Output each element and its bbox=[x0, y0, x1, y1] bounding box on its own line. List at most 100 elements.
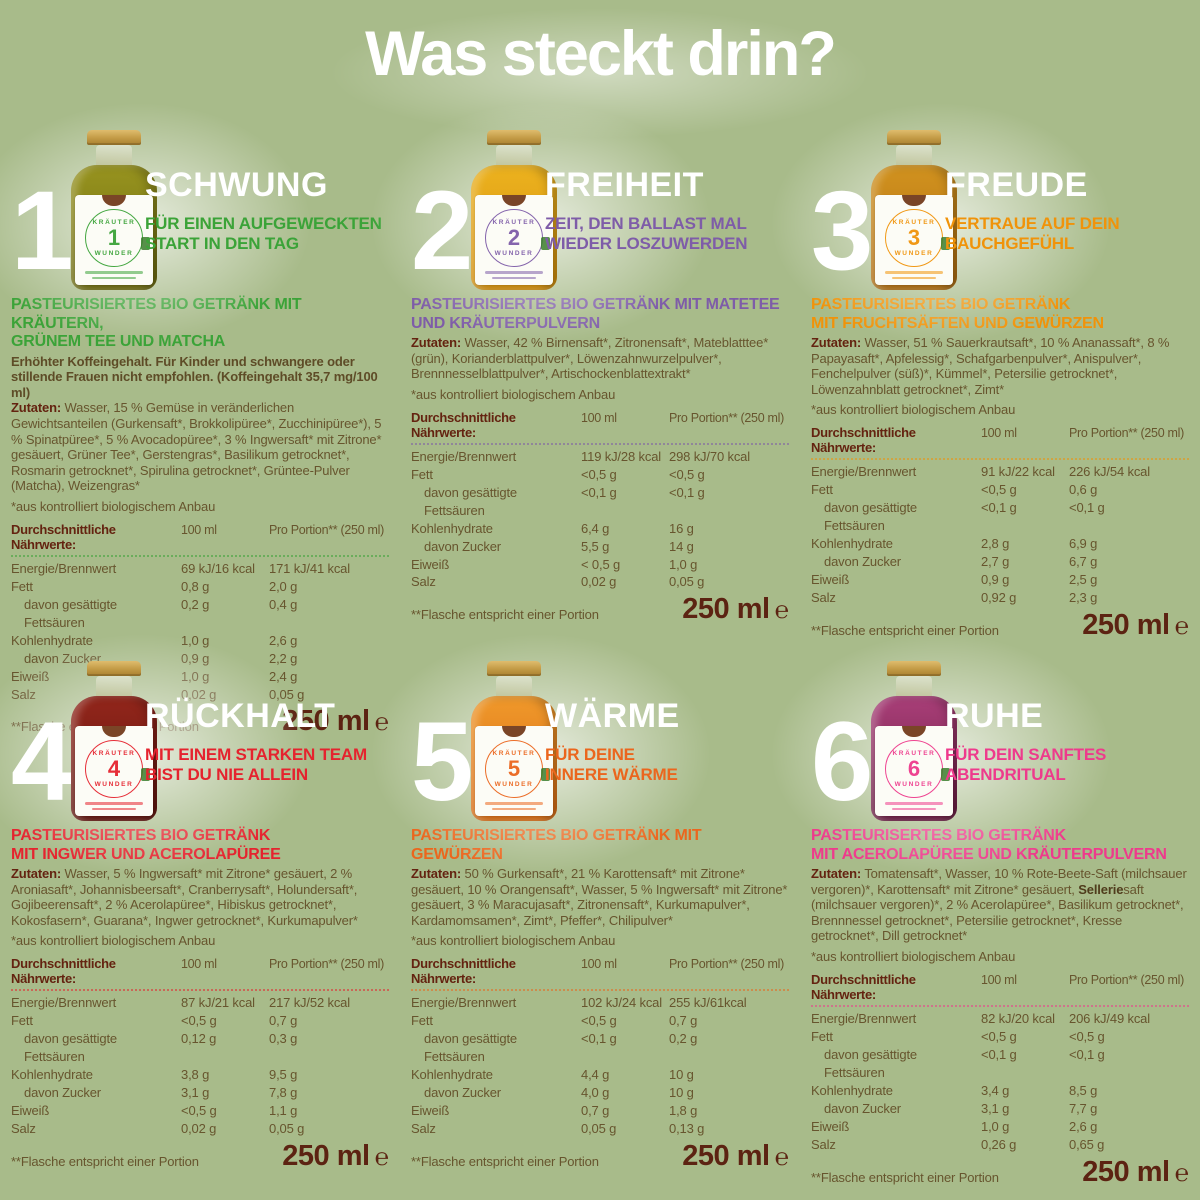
label-badge: KRÄUTER 5 WUNDER bbox=[485, 740, 543, 798]
nutrition-row: Eiweiß 0,7 g 1,8 g bbox=[411, 1102, 789, 1120]
nutrient-label: Eiweiß bbox=[411, 556, 450, 572]
volume-text: 250 ml bbox=[682, 593, 770, 626]
col-header-100ml: 100 ml bbox=[181, 957, 217, 972]
portion-footnote: **Flasche entspricht einer Portion bbox=[411, 607, 599, 623]
nutrient-label: Kohlenhydrate bbox=[411, 1067, 493, 1083]
value-portion: 10 g bbox=[669, 1067, 694, 1083]
ingredients-paragraph: Zutaten: Wasser, 5 % Ingwersaft* mit Zit… bbox=[11, 866, 389, 928]
bottle-image: KRÄUTER 3 WUNDER bbox=[869, 130, 959, 290]
nutrition-table-header: Durchschnittliche Nährwerte: 100 ml Pro … bbox=[411, 956, 789, 986]
value-portion: 217 kJ/52 kcal bbox=[269, 995, 351, 1011]
brand-arc-icon bbox=[902, 195, 926, 206]
product-description-header: PASTEURISIERTES BIO GETRÄNK MIT GEWÜRZEN bbox=[411, 827, 702, 863]
bottle-cap-icon bbox=[887, 661, 941, 676]
label-smallprint-line bbox=[92, 276, 136, 279]
badge-ring-top-label: KRÄUTER bbox=[92, 218, 136, 226]
nutrient-label: Fett bbox=[811, 1029, 833, 1044]
label-smallprint-line bbox=[85, 802, 143, 805]
label-badge: KRÄUTER 6 WUNDER bbox=[885, 740, 943, 798]
label-smallprint-line bbox=[492, 807, 536, 810]
nutrition-row: Fett <0,5 g <0,5 g bbox=[811, 1028, 1189, 1046]
nutrient-label: davon gesättigte Fettsäuren bbox=[24, 1031, 118, 1065]
bottle-image: KRÄUTER 6 WUNDER bbox=[869, 661, 959, 821]
bio-logo-icon bbox=[541, 768, 550, 781]
bottle-body: KRÄUTER 3 WUNDER bbox=[871, 165, 957, 290]
product-title-block: SCHWUNG FÜR EINEN AUFGEWECKTEN START IN … bbox=[145, 168, 389, 254]
value-100ml: 0,26 g bbox=[981, 1136, 1017, 1152]
nutrient-label: Eiweiß bbox=[411, 1103, 450, 1119]
value-portion: 0,13 g bbox=[669, 1121, 705, 1137]
value-100ml: 91 kJ/22 kcal bbox=[981, 464, 1055, 480]
nutrition-header-label: Durchschnittliche Nährwerte: bbox=[11, 521, 116, 552]
nutrition-header-label: Durchschnittliche Nährwerte: bbox=[811, 972, 916, 1003]
bio-logo-icon bbox=[541, 237, 550, 250]
nutrient-label: Salz bbox=[811, 590, 836, 606]
brand-arc-icon bbox=[902, 726, 926, 737]
value-100ml: 87 kJ/21 kcal bbox=[181, 995, 255, 1011]
bottle-body: KRÄUTER 2 WUNDER bbox=[471, 165, 557, 290]
product-subtitle: FÜR DEIN SANFTES ABENDRITUAL bbox=[945, 745, 1107, 785]
value-100ml: <0,5 g bbox=[181, 1013, 217, 1029]
ingredients-text: Wasser, 15 % Gemüse in veränderlichen Ge… bbox=[11, 400, 382, 494]
bottle-label: KRÄUTER 6 WUNDER bbox=[875, 726, 953, 816]
value-100ml: 3,1 g bbox=[181, 1085, 210, 1101]
value-portion: 0,05 g bbox=[269, 1121, 305, 1137]
product-subtitle: MIT EINEM STARKEN TEAM BIST DU NIE ALLEI… bbox=[145, 745, 367, 785]
value-100ml: <0,5 g bbox=[581, 1013, 617, 1029]
badge-number: 4 bbox=[107, 756, 121, 781]
nutrient-label: Fett bbox=[811, 482, 833, 498]
nutrient-label: Energie/Brennwert bbox=[411, 448, 517, 464]
nutrition-table: Durchschnittliche Nährwerte: 100 ml Pro … bbox=[411, 956, 789, 1173]
page-title: Was steckt drin? bbox=[365, 19, 837, 89]
label-smallprint-line bbox=[485, 802, 543, 805]
nutrition-table-body: Energie/Brennwert 119 kJ/28 kcal 298 kJ/70… bbox=[411, 448, 789, 592]
label-smallprint-line bbox=[85, 271, 143, 274]
page-header: Was steckt drin? bbox=[0, 8, 1200, 138]
value-portion: 16 g bbox=[669, 520, 694, 536]
nutrition-row: Salz 0,05 g 0,13 g bbox=[411, 1120, 789, 1138]
label-smallprint-line bbox=[892, 276, 936, 279]
volume: 250 ml ℮ bbox=[282, 1140, 389, 1173]
product-subtitle: ZEIT, DEN BALLAST MAL WIEDER LOSZUWERDEN bbox=[545, 214, 748, 254]
bottle-cap-icon bbox=[487, 661, 541, 676]
value-portion: 2,5 g bbox=[1069, 572, 1098, 588]
bio-logo-icon bbox=[941, 768, 950, 781]
nutrition-row: Kohlenhydrate 3,4 g 8,5 g bbox=[811, 1082, 1189, 1100]
product-title-block: FREUDE VERTRAUE AUF DEIN BAUCHGEFÜHL bbox=[945, 168, 1189, 254]
product-number: 1 bbox=[11, 168, 74, 293]
badge-ring-bottom-label: WUNDER bbox=[494, 250, 534, 257]
bottle-cap-icon bbox=[87, 661, 141, 676]
product-title: WÄRME bbox=[545, 697, 680, 735]
product-hero: 1 KRÄUTER 1 WUNDER bbox=[0, 103, 389, 343]
nutrition-row: Eiweiß <0,5 g 1,1 g bbox=[11, 1102, 389, 1120]
bottle-image: KRÄUTER 1 WUNDER bbox=[69, 130, 159, 290]
value-100ml: 3,1 g bbox=[981, 1100, 1010, 1116]
bottle-neck bbox=[496, 145, 532, 165]
nutrition-row: davon Zucker 3,1 g 7,7 g bbox=[811, 1100, 1189, 1118]
nutrition-row: Kohlenhydrate 1,0 g 2,6 g bbox=[11, 632, 389, 650]
nutrient-label: Salz bbox=[11, 1121, 36, 1137]
value-portion: 255 kJ/61kcal bbox=[669, 995, 747, 1011]
product-card: 6 KRÄUTER 6 WUNDER bbox=[771, 634, 1189, 1190]
nutrient-label: Energie/Brennwert bbox=[411, 995, 517, 1011]
product-title: RÜCKHALT bbox=[145, 697, 336, 735]
value-100ml: 5,5 g bbox=[581, 538, 610, 554]
nutrient-label: davon Zucker bbox=[424, 1085, 501, 1101]
value-100ml: 0,7 g bbox=[581, 1103, 610, 1119]
value-100ml: 0,12 g bbox=[181, 1031, 217, 1047]
nutrition-table-body: Energie/Brennwert 102 kJ/24 kcal 255 kJ/61… bbox=[411, 994, 789, 1138]
nutrition-table-footer: **Flasche entspricht einer Portion 250 m… bbox=[11, 1140, 389, 1173]
nutrition-header-label: Durchschnittliche Nährwerte: bbox=[411, 409, 516, 440]
product-title-block: RÜCKHALT MIT EINEM STARKEN TEAM BIST DU … bbox=[145, 699, 389, 785]
nutrient-label: Fett bbox=[411, 466, 433, 482]
nutrient-label: Salz bbox=[411, 574, 436, 590]
nutrition-table-header: Durchschnittliche Nährwerte: 100 ml Pro … bbox=[811, 425, 1189, 455]
brand-arc-icon bbox=[102, 195, 126, 206]
value-portion: 2,3 g bbox=[1069, 590, 1098, 606]
value-portion: <0,5 g bbox=[669, 466, 705, 482]
product-hero: 2 KRÄUTER 2 WUNDER bbox=[371, 103, 789, 343]
product-hero: 4 KRÄUTER 4 WUNDER bbox=[0, 634, 389, 874]
value-portion: 1,0 g bbox=[669, 556, 698, 572]
value-portion: 298 kJ/70 kcal bbox=[669, 448, 751, 464]
product-title: RUHE bbox=[945, 697, 1044, 735]
